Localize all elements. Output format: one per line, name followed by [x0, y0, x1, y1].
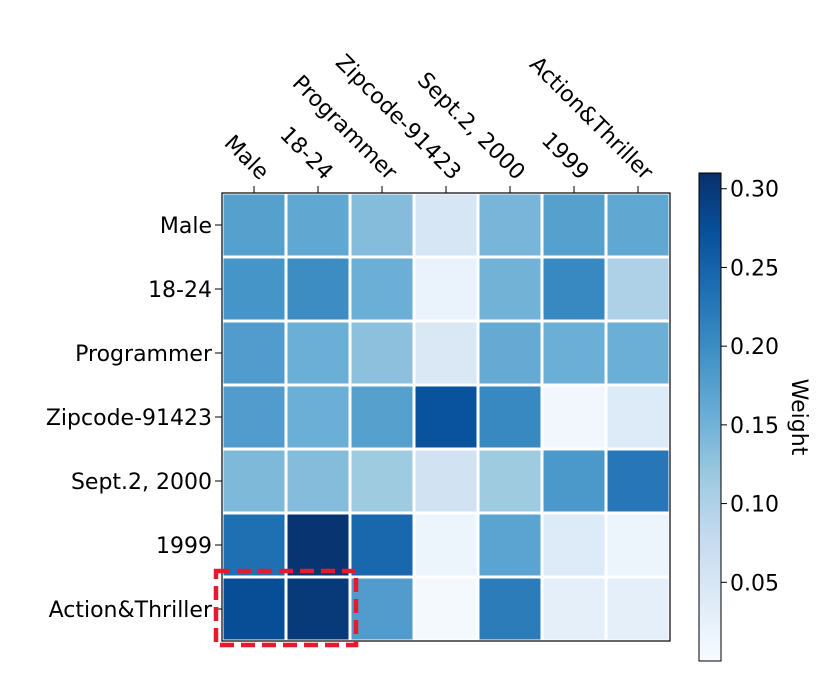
heatmap-cell	[604, 575, 672, 643]
heatmap-cell	[348, 447, 416, 515]
heatmap-cell	[348, 319, 416, 387]
colorbar-tick-label: 0.30	[730, 178, 779, 203]
colorbar-ticks: 0.05 0.10 0.15 0.20 0.25 0.30	[721, 178, 779, 596]
heatmap-cell	[412, 575, 480, 643]
heatmap-cell	[476, 383, 544, 451]
heatmap-cell	[220, 191, 288, 259]
column-tick-label: Sept.2, 2000	[412, 68, 529, 185]
heatmap-cell	[412, 447, 480, 515]
heatmap-cell	[412, 191, 480, 259]
column-tick-label: 18-24	[275, 122, 338, 185]
heatmap-cell	[412, 319, 480, 387]
colorbar-tick-label: 0.25	[730, 256, 779, 281]
heatmap-cell	[540, 447, 608, 515]
row-tick-label: Sept.2, 2000	[71, 470, 212, 495]
row-tick-label: 1999	[156, 534, 212, 559]
row-tick-label: Action&Thriller	[49, 598, 213, 623]
heatmap-cell	[284, 319, 352, 387]
heatmap-cell	[476, 319, 544, 387]
row-labels: Male 18-24 Programmer Zipcode-91423 Sept.2, …	[46, 214, 222, 623]
row-tick-label: Programmer	[75, 342, 213, 367]
highlight-box	[213, 568, 359, 648]
heatmap-cell	[284, 383, 352, 451]
heatmap-cell	[348, 255, 416, 323]
heatmap-cell	[476, 447, 544, 515]
heatmap-cell	[284, 575, 352, 643]
heatmap-cell	[220, 255, 288, 323]
heatmap-cell	[540, 191, 608, 259]
heatmap-cell	[604, 255, 672, 323]
heatmap-cell	[348, 511, 416, 579]
heatmap-cell	[348, 383, 416, 451]
heatmap-cell	[220, 383, 288, 451]
heatmap-cell	[284, 191, 352, 259]
colorbar-tick-label: 0.05	[730, 571, 779, 596]
colorbar-tick-label: 0.15	[730, 414, 779, 439]
heatmap-cell	[412, 511, 480, 579]
heatmap-cell	[220, 511, 288, 579]
heatmap-cell	[220, 319, 288, 387]
heatmap-cell	[604, 383, 672, 451]
heatmap-cell	[220, 575, 288, 643]
heatmap-cell	[604, 319, 672, 387]
row-tick-label: Zipcode-91423	[46, 406, 212, 431]
row-tick-label: Male	[160, 214, 212, 239]
row-tick-label: 18-24	[148, 278, 212, 303]
heatmap-cell	[284, 511, 352, 579]
heatmap-cell	[604, 447, 672, 515]
heatmap-cell	[540, 575, 608, 643]
heatmap-cell	[476, 255, 544, 323]
colorbar-label: Weight	[786, 379, 811, 456]
heatmap-cell	[284, 447, 352, 515]
heatmap-cell	[540, 255, 608, 323]
colorbar	[698, 172, 722, 662]
heatmap-cell	[540, 511, 608, 579]
colorbar-tick-label: 0.10	[730, 493, 779, 518]
heatmap-cell	[604, 191, 672, 259]
heatmap-cell	[540, 383, 608, 451]
colorbar-tick-label: 0.20	[730, 335, 779, 360]
heatmap-cell	[348, 191, 416, 259]
heatmap-cell	[220, 447, 288, 515]
heatmap-cells	[220, 191, 672, 643]
heatmap-cell	[604, 511, 672, 579]
heatmap-cell	[412, 255, 480, 323]
heatmap-cell	[476, 191, 544, 259]
heatmap-cell	[476, 511, 544, 579]
heatmap-cell	[540, 319, 608, 387]
column-tick-label: Male	[219, 131, 274, 186]
column-tick-label: 1999	[536, 128, 593, 185]
column-labels: Male 18-24ProgrammerZipcode-91423Sept.2, …	[219, 50, 658, 193]
heatmap-cell	[412, 383, 480, 451]
heatmap-cell	[476, 575, 544, 643]
heatmap-cell	[348, 575, 416, 643]
heatmap-cell	[284, 255, 352, 323]
